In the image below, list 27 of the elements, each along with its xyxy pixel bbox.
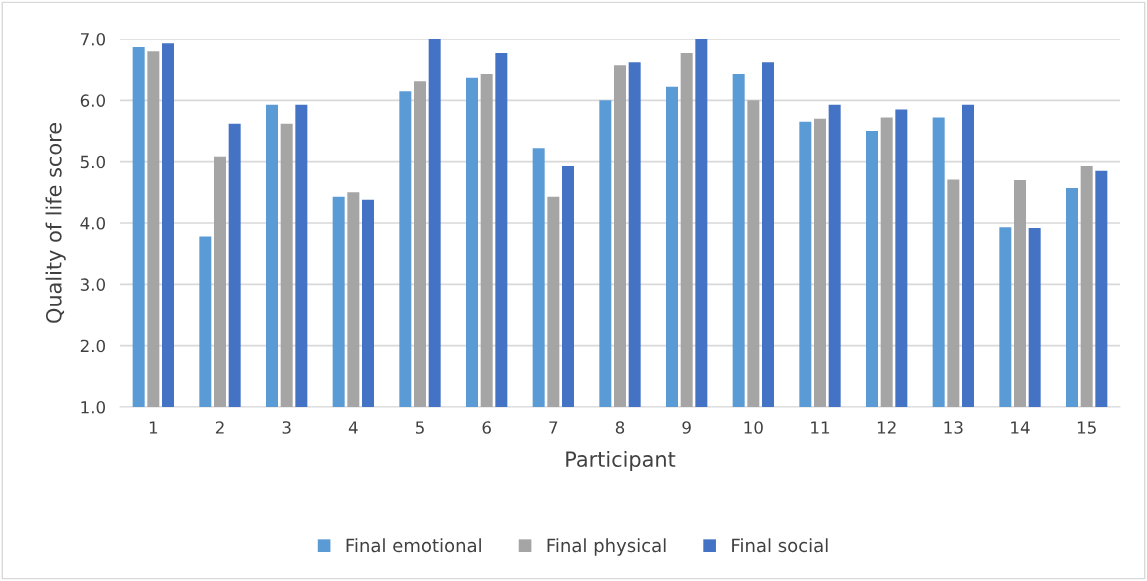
x-tick-label: 11 bbox=[811, 421, 830, 434]
x-tick-label: 8 bbox=[615, 421, 625, 434]
x-tick-label: 2 bbox=[215, 421, 224, 434]
y-tick-label: 7.0 bbox=[80, 32, 105, 46]
x-tick-label: 6 bbox=[482, 421, 491, 434]
y-axis-title: Quality of life score bbox=[45, 123, 66, 323]
x-tick-label: 7 bbox=[549, 421, 558, 434]
x-tick-label: 5 bbox=[415, 421, 424, 434]
x-tick-label: 14 bbox=[1011, 421, 1030, 434]
x-tick-label: 10 bbox=[744, 421, 763, 434]
y-tick-label: 2.0 bbox=[80, 339, 105, 353]
x-tick-label: 15 bbox=[1077, 421, 1096, 434]
y-tick-label: 4.0 bbox=[80, 216, 105, 230]
x-tick-label: 3 bbox=[282, 421, 291, 434]
x-tick-label: 1 bbox=[149, 421, 158, 434]
x-axis-title: Participant bbox=[566, 450, 676, 472]
legend-label: Final emotional bbox=[346, 538, 481, 553]
legend-label: Final physical bbox=[547, 538, 666, 556]
y-tick-label: 6.0 bbox=[80, 94, 105, 107]
y-tick-label: 3.0 bbox=[80, 278, 105, 291]
x-tick-label: 4 bbox=[348, 421, 358, 434]
y-tick-label: 5.0 bbox=[80, 155, 105, 169]
x-tick-label: 13 bbox=[944, 421, 963, 434]
x-tick-label: 9 bbox=[682, 421, 691, 434]
legend-label: Final social bbox=[732, 538, 828, 553]
x-tick-label: 12 bbox=[877, 421, 896, 434]
y-tick-label: 1.0 bbox=[81, 400, 105, 414]
